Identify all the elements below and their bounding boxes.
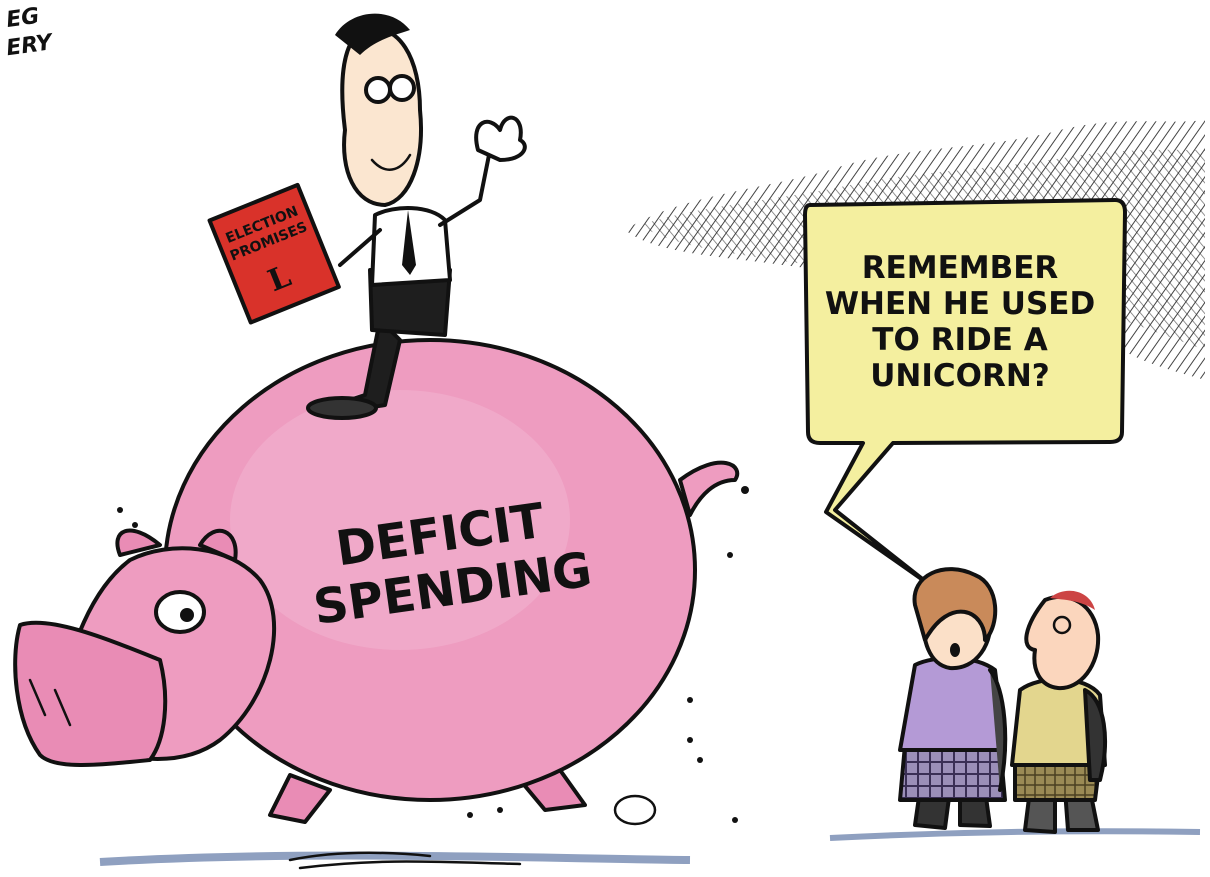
signature-line: ERY: [5, 30, 56, 61]
rider-eye: [364, 76, 392, 104]
rider-arm: [438, 148, 492, 227]
rider-arm: [338, 228, 382, 267]
rider-eye: [388, 74, 416, 102]
dot: [732, 817, 738, 823]
woman: [898, 567, 1008, 830]
pig: DEFICIT SPENDING: [13, 338, 739, 824]
signature-line: EG: [5, 4, 41, 33]
ground-line: [829, 828, 1201, 841]
dot: [467, 812, 473, 818]
rider-hair: [335, 13, 410, 56]
signature: EG ERY: [5, 4, 56, 62]
dot: [697, 757, 703, 763]
rider-head: [340, 26, 423, 207]
rider-smile: [370, 153, 412, 171]
debris: [117, 486, 749, 823]
rider: ELECTION PROMISES L: [207, 13, 527, 420]
dot: [687, 697, 693, 703]
man: [1010, 590, 1107, 834]
pig-eye: [154, 590, 206, 634]
pig-pupil: [180, 608, 194, 622]
man-hair: [1050, 590, 1095, 610]
speech-line: REMEMBER: [862, 250, 1059, 286]
man-jacket: [1083, 688, 1107, 782]
woman-cardigan: [988, 668, 1008, 792]
woman-hair: [912, 567, 998, 642]
man-head: [1024, 594, 1101, 691]
rider-hand: [474, 115, 527, 162]
book: ELECTION PROMISES L: [207, 182, 341, 325]
dot: [132, 522, 138, 528]
dot: [727, 552, 733, 558]
dot: [687, 737, 693, 743]
dot: [741, 486, 749, 494]
speech-bubble: REMEMBER WHEN HE USED TO RIDE A UNICORN?: [803, 198, 1127, 587]
pig-tail: [678, 460, 739, 517]
speech-bubble-shape: [803, 198, 1127, 587]
woman-mouth: [950, 643, 960, 657]
pig-nostrils: [28, 678, 72, 727]
speech-line: WHEN HE USED: [825, 286, 1095, 322]
pig-leg: [268, 773, 332, 824]
man-glasses: [1052, 615, 1072, 635]
dot: [117, 507, 123, 513]
pig-snout: [13, 620, 168, 767]
speech-line: UNICORN?: [870, 358, 1050, 394]
woman-skirt: [898, 743, 1007, 802]
dot: [497, 807, 503, 813]
dust-puff: [613, 794, 657, 826]
rider-shoe: [306, 396, 378, 420]
speech-line: TO RIDE A: [872, 322, 1047, 358]
pig-highlight: [230, 390, 570, 650]
motion-lines: [288, 851, 522, 870]
ground-line: [99, 851, 691, 866]
book-cover: [207, 182, 341, 325]
rider-tie: [402, 210, 416, 275]
pig-ears: [115, 528, 238, 562]
